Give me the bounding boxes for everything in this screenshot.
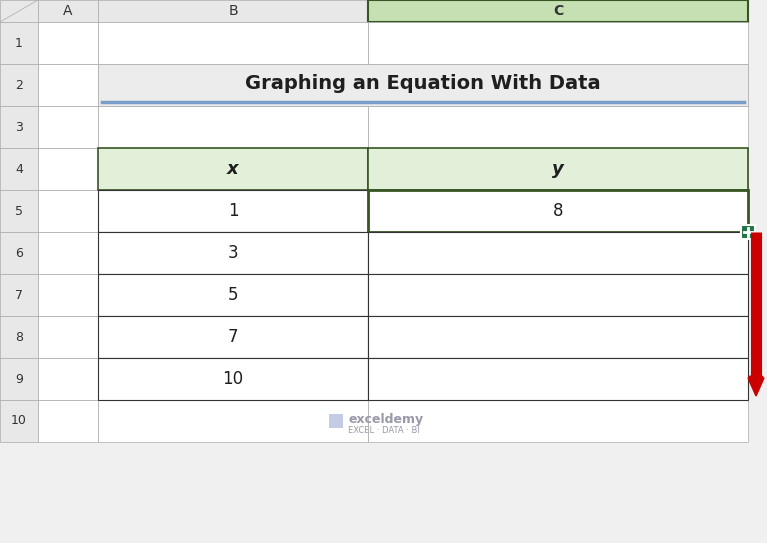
Bar xyxy=(98,316,368,358)
Bar xyxy=(368,190,748,232)
Text: 7: 7 xyxy=(228,328,239,346)
Text: 1: 1 xyxy=(15,36,23,49)
Bar xyxy=(98,232,368,274)
Bar xyxy=(368,400,748,442)
Text: 9: 9 xyxy=(15,372,23,386)
Text: B: B xyxy=(229,4,238,18)
Bar xyxy=(98,0,368,22)
Text: A: A xyxy=(63,4,73,18)
Text: 10: 10 xyxy=(222,370,244,388)
Bar xyxy=(368,22,748,64)
Bar xyxy=(368,232,748,274)
Text: exceldemy: exceldemy xyxy=(348,413,423,426)
Bar xyxy=(0,148,38,190)
Bar xyxy=(368,190,748,232)
Bar xyxy=(38,190,98,232)
Bar xyxy=(368,358,748,400)
Bar xyxy=(0,358,38,400)
Bar xyxy=(38,106,98,148)
Bar xyxy=(368,274,748,316)
Bar xyxy=(98,64,748,106)
Text: 4: 4 xyxy=(15,162,23,175)
Bar xyxy=(98,190,368,232)
Bar xyxy=(98,190,368,232)
Text: 2: 2 xyxy=(15,79,23,92)
Bar xyxy=(368,0,748,22)
Text: y: y xyxy=(552,160,564,178)
Bar xyxy=(0,22,38,64)
Bar xyxy=(38,232,98,274)
Bar xyxy=(38,400,98,442)
Bar xyxy=(38,22,98,64)
Text: C: C xyxy=(553,4,563,18)
Bar xyxy=(368,274,748,316)
Text: 6: 6 xyxy=(15,247,23,260)
Bar xyxy=(368,64,748,106)
Bar xyxy=(98,316,368,358)
Bar xyxy=(368,148,748,190)
Bar xyxy=(98,400,368,442)
Bar xyxy=(98,64,368,106)
Bar xyxy=(98,148,368,190)
Bar xyxy=(38,274,98,316)
Text: x: x xyxy=(227,160,239,178)
Bar xyxy=(0,316,38,358)
Bar xyxy=(98,106,368,148)
Bar xyxy=(98,358,368,400)
Bar xyxy=(38,316,98,358)
Bar xyxy=(368,232,748,274)
Text: 3: 3 xyxy=(228,244,239,262)
Bar xyxy=(38,64,98,106)
Bar xyxy=(741,225,755,239)
Text: 5: 5 xyxy=(15,205,23,218)
Bar xyxy=(0,0,38,22)
Bar xyxy=(0,274,38,316)
Bar xyxy=(38,0,98,22)
Bar xyxy=(98,148,368,190)
Bar xyxy=(98,232,368,274)
Bar xyxy=(368,106,748,148)
Polygon shape xyxy=(748,378,764,396)
Bar xyxy=(38,358,98,400)
Text: 1: 1 xyxy=(228,202,239,220)
Text: EXCEL · DATA · BI: EXCEL · DATA · BI xyxy=(348,426,420,434)
Bar xyxy=(98,22,368,64)
Bar xyxy=(0,106,38,148)
Text: 5: 5 xyxy=(228,286,239,304)
Bar xyxy=(98,274,368,316)
Bar xyxy=(0,64,38,106)
Bar xyxy=(0,400,38,442)
Text: 8: 8 xyxy=(553,202,563,220)
Bar xyxy=(98,358,368,400)
Bar xyxy=(38,148,98,190)
Text: Graphing an Equation With Data: Graphing an Equation With Data xyxy=(245,73,601,92)
Bar xyxy=(328,414,343,428)
Text: 8: 8 xyxy=(15,331,23,344)
Text: 10: 10 xyxy=(11,414,27,427)
Text: 3: 3 xyxy=(15,121,23,134)
Bar xyxy=(368,358,748,400)
Bar xyxy=(0,190,38,232)
Text: 7: 7 xyxy=(15,288,23,301)
Bar xyxy=(368,316,748,358)
Bar xyxy=(0,232,38,274)
Bar xyxy=(368,148,748,190)
Bar xyxy=(98,274,368,316)
Bar xyxy=(368,316,748,358)
